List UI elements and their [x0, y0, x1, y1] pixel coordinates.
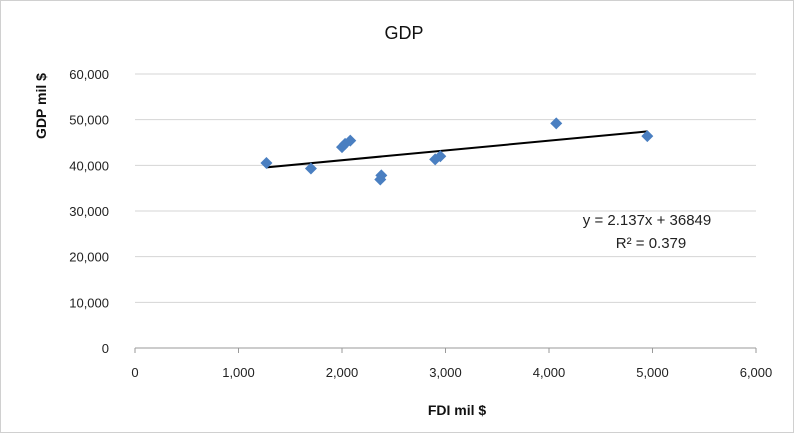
y-tick-label: 20,000 [69, 250, 109, 265]
r-squared-label: R² = 0.379 [616, 235, 686, 252]
y-tick-label: 30,000 [69, 204, 109, 219]
x-tick-labels: 0 1,000 2,000 3,000 4,000 5,000 6,000 [131, 365, 772, 380]
trendline [266, 131, 647, 167]
chart-title: GDP [384, 23, 423, 43]
x-tick-label: 5,000 [636, 365, 669, 380]
x-tick-label: 1,000 [222, 365, 255, 380]
y-tick-label: 50,000 [69, 113, 109, 128]
trendline-equation: y = 2.137x + 36849 [583, 212, 711, 229]
x-tick-label: 6,000 [740, 365, 773, 380]
x-tick-label: 4,000 [533, 365, 566, 380]
y-tick-label: 10,000 [69, 295, 109, 310]
y-tick-label: 60,000 [69, 67, 109, 82]
x-tick-label: 0 [131, 365, 138, 380]
x-tick-label: 3,000 [429, 365, 462, 380]
data-points [260, 117, 653, 185]
y-tick-labels: 0 10,000 20,000 30,000 40,000 50,000 60,000 [69, 67, 109, 356]
trendline-layer [266, 131, 647, 167]
x-tick-label: 2,000 [326, 365, 359, 380]
y-tick-label: 0 [102, 341, 109, 356]
y-tick-label: 40,000 [69, 158, 109, 173]
data-point [550, 117, 562, 129]
x-axis-title: FDI mil $ [428, 402, 487, 418]
y-axis-title: GDP mil $ [33, 73, 49, 139]
